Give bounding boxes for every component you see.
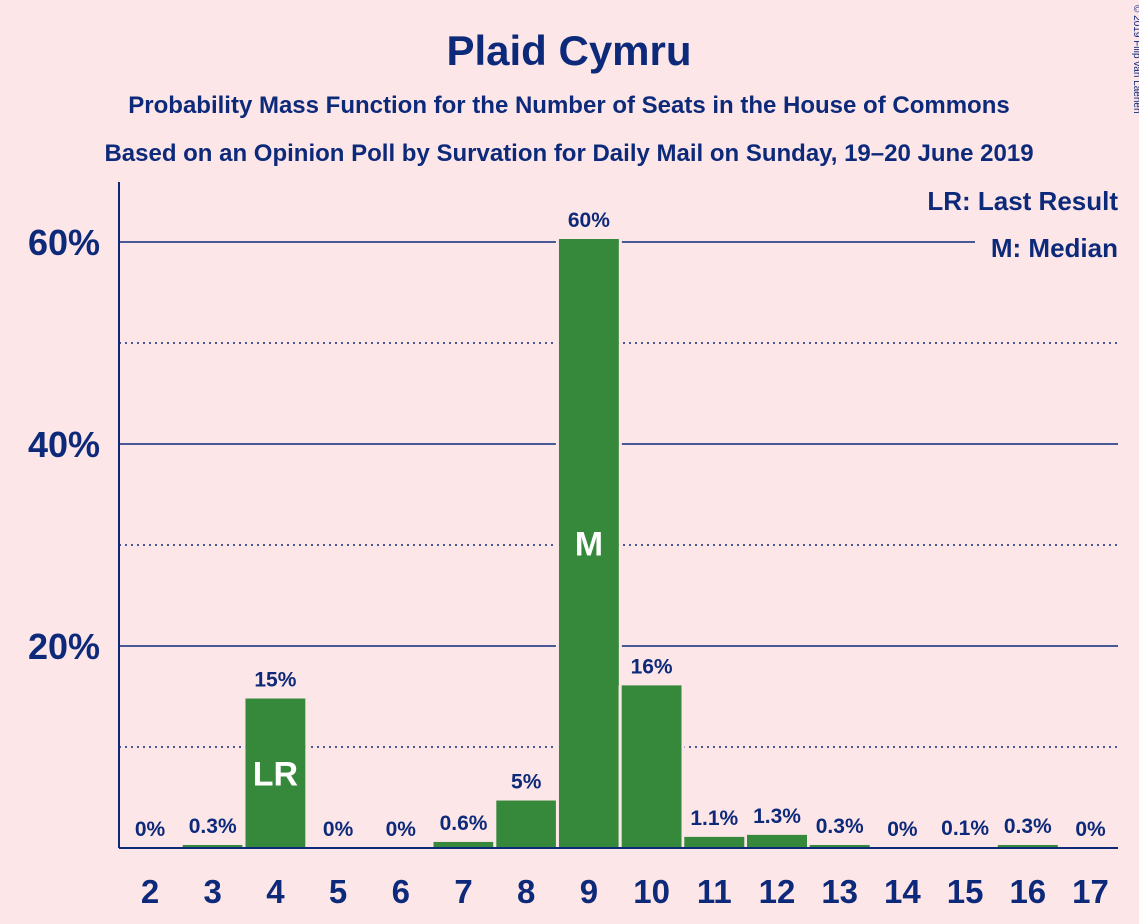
bar-gap bbox=[305, 698, 309, 848]
chart-subtitle-2: Based on an Opinion Poll by Survation fo… bbox=[104, 140, 1033, 167]
value-label-10: 16% bbox=[631, 655, 673, 678]
x-axis-ticks: 2 3 4 5 6 7 8 9 10 11 12 13 14 15 16 17 bbox=[141, 873, 1109, 910]
label-mask bbox=[552, 200, 625, 237]
bar-gap bbox=[493, 800, 497, 848]
x-tick-label-7: 7 bbox=[454, 873, 472, 910]
bar-9 bbox=[558, 238, 619, 849]
label-mask bbox=[555, 236, 622, 239]
bar-gap bbox=[242, 698, 246, 848]
legend-last-result: LR: Last Result bbox=[927, 186, 1118, 216]
marker-m: M bbox=[575, 525, 603, 563]
value-label-3: 0.3% bbox=[189, 815, 237, 838]
value-label-2: 0% bbox=[135, 818, 166, 841]
bar-11 bbox=[684, 836, 745, 848]
value-label-4: 15% bbox=[254, 669, 296, 692]
x-tick-label-17: 17 bbox=[1072, 873, 1109, 910]
value-label-15: 0.1% bbox=[941, 817, 989, 840]
bar-16 bbox=[997, 844, 1058, 848]
value-labels: 0% 0.3% 15% 0% 0% 0.6% 5% 60% 16% 1.1% 1.3% 0.3% 0% 0… bbox=[135, 209, 1106, 841]
x-tick-label-10: 10 bbox=[633, 873, 670, 910]
x-tick-label-9: 9 bbox=[580, 873, 598, 910]
legend-mask bbox=[975, 228, 1123, 264]
x-tick-label-2: 2 bbox=[141, 873, 159, 910]
value-label-14: 0% bbox=[887, 818, 918, 841]
bar-gap bbox=[555, 238, 559, 849]
value-label-12: 1.3% bbox=[753, 805, 801, 828]
x-tick-label-4: 4 bbox=[266, 873, 285, 910]
bar-3 bbox=[182, 844, 243, 848]
x-tick-label-14: 14 bbox=[884, 873, 921, 910]
bars bbox=[182, 200, 1058, 849]
value-label-9: 60% bbox=[568, 209, 610, 232]
bar-8 bbox=[496, 800, 557, 848]
legend-median: M: Median bbox=[991, 233, 1118, 263]
marker-lr: LR bbox=[253, 755, 298, 793]
bar-10 bbox=[621, 685, 682, 848]
x-tick-label-8: 8 bbox=[517, 873, 535, 910]
axes bbox=[118, 182, 1118, 849]
value-label-6: 0% bbox=[386, 818, 417, 841]
value-label-16: 0.3% bbox=[1004, 815, 1052, 838]
x-tick-label-15: 15 bbox=[947, 873, 984, 910]
bar-12 bbox=[747, 834, 807, 848]
x-tick-label-6: 6 bbox=[392, 873, 410, 910]
x-tick-label-11: 11 bbox=[697, 873, 732, 910]
x-tick-label-13: 13 bbox=[821, 873, 858, 910]
bar-7 bbox=[433, 841, 494, 848]
bar-13 bbox=[809, 844, 870, 848]
value-label-8: 5% bbox=[511, 771, 542, 794]
y-tick-label: 60% bbox=[28, 222, 100, 263]
y-tick-label: 20% bbox=[28, 626, 100, 667]
y-axis-ticks: 20% 40% 60% bbox=[28, 222, 100, 667]
value-label-11: 1.1% bbox=[690, 807, 738, 830]
x-tick-label-12: 12 bbox=[759, 873, 796, 910]
x-tick-label-16: 16 bbox=[1009, 873, 1046, 910]
value-label-5: 0% bbox=[323, 818, 354, 841]
value-label-17: 0% bbox=[1075, 818, 1106, 841]
value-label-13: 0.3% bbox=[816, 815, 864, 838]
copyright-notice: © 2019 Filip van Laenen bbox=[1131, 5, 1139, 114]
chart-title: Plaid Cymru bbox=[446, 27, 691, 74]
bar-gap bbox=[681, 685, 685, 848]
chart-subtitle-1: Probability Mass Function for the Number… bbox=[128, 92, 1009, 119]
x-tick-label-3: 3 bbox=[204, 873, 222, 910]
x-tick-label-5: 5 bbox=[329, 873, 347, 910]
y-tick-label: 40% bbox=[28, 424, 100, 465]
value-label-7: 0.6% bbox=[440, 812, 488, 835]
bar-4 bbox=[245, 698, 306, 848]
bar-gap bbox=[618, 238, 622, 849]
bar-gap bbox=[618, 685, 622, 848]
